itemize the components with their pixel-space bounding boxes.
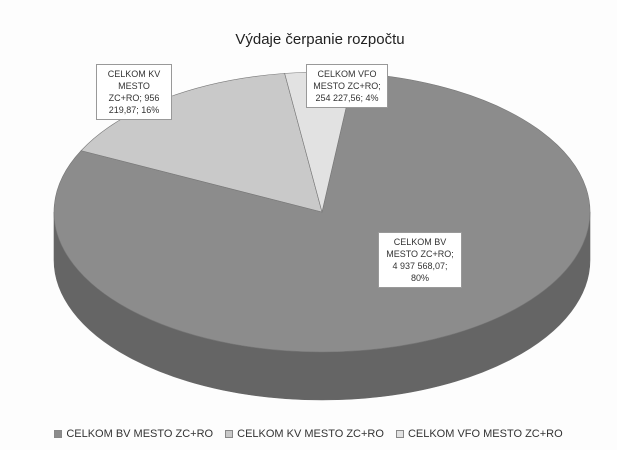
- legend-swatch: [225, 430, 234, 439]
- chart-title: Výdaje čerpanie rozpočtu: [235, 31, 404, 48]
- data-label: CELKOM KV MESTO ZC+RO; 956 219,87; 16%: [96, 64, 172, 120]
- legend-swatch: [395, 430, 404, 439]
- legend-label: CELKOM VFO MESTO ZC+RO: [407, 428, 563, 440]
- legend-label: CELKOM BV MESTO ZC+RO: [66, 428, 214, 440]
- data-label: CELKOM BV MESTO ZC+RO; 4 937 568,07; 80%: [378, 232, 462, 288]
- legend-label: CELKOM KV MESTO ZC+RO: [237, 428, 384, 440]
- legend-item: CELKOM BV MESTO ZC+RO: [54, 428, 213, 440]
- data-label: CELKOM VFO MESTO ZC+RO; 254 227,56; 4%: [306, 64, 388, 108]
- legend: CELKOM BV MESTO ZC+RO CELKOM KV MESTO ZC+…: [0, 428, 617, 440]
- legend-item: CELKOM KV MESTO ZC+RO: [225, 428, 384, 440]
- legend-item: CELKOM VFO MESTO ZC+RO: [395, 428, 563, 440]
- legend-swatch: [54, 430, 63, 439]
